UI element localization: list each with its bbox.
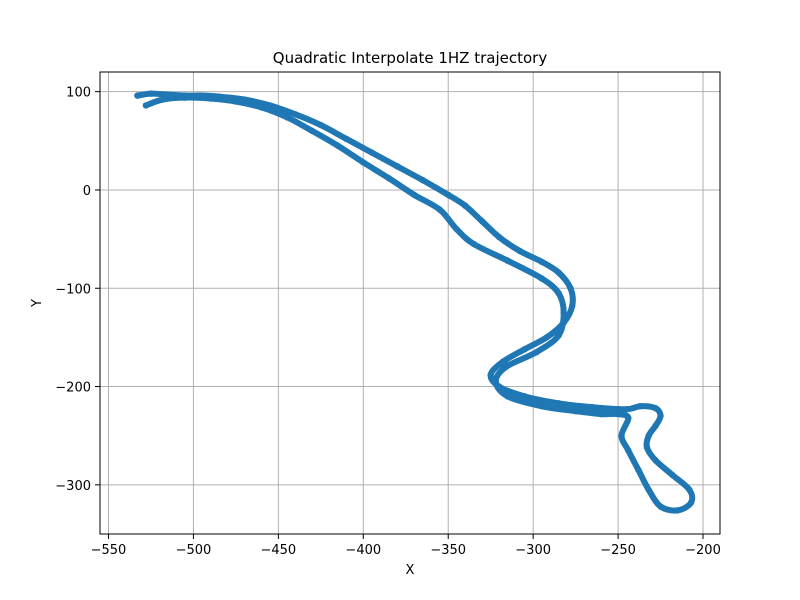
trajectory-point xyxy=(164,91,172,98)
trajectory-point xyxy=(142,102,150,109)
trajectory-point xyxy=(181,94,189,101)
trajectory-point xyxy=(207,95,214,102)
trajectory-point xyxy=(538,275,545,282)
x-tick-label: −450 xyxy=(260,543,296,558)
trajectory-point xyxy=(495,233,503,241)
x-tick-label: −200 xyxy=(685,543,721,558)
trajectory-point xyxy=(636,403,644,410)
trajectory-point xyxy=(643,444,651,451)
trajectory-point xyxy=(495,383,503,390)
trajectory-point xyxy=(283,114,291,121)
trajectory-point xyxy=(645,486,652,493)
x-tick-label: −400 xyxy=(345,543,381,558)
trajectory-point xyxy=(504,257,511,264)
axis-ticks: −550 −500 −450 −400 −350 −300 −250 −200 −300 −200… xyxy=(55,86,721,558)
trajectory-point xyxy=(394,163,401,170)
trajectory-point xyxy=(652,422,659,430)
trajectory-point xyxy=(502,363,510,371)
trajectory-point xyxy=(618,432,625,439)
trajectory-point xyxy=(538,258,545,265)
trajectory-point xyxy=(368,149,375,156)
trajectory-point xyxy=(533,348,540,356)
trajectory-point xyxy=(478,218,486,225)
trajectory-point xyxy=(159,96,167,103)
trajectory-point xyxy=(499,358,506,366)
trajectory-point xyxy=(504,393,511,400)
trajectory-point xyxy=(436,206,443,213)
trajectory-point xyxy=(625,414,632,422)
trajectory-point xyxy=(555,289,562,297)
y-axis-label: Y xyxy=(30,299,45,308)
trajectory-point xyxy=(241,96,248,103)
trajectory-point xyxy=(555,332,562,339)
x-tick-label: −250 xyxy=(600,543,636,558)
x-tick-label: −500 xyxy=(176,543,212,558)
y-tick-label: −300 xyxy=(55,479,91,494)
grid xyxy=(100,72,720,534)
trajectory-point xyxy=(292,111,299,118)
plot-frame xyxy=(99,71,721,535)
trajectory-point xyxy=(147,90,155,97)
trajectory-point xyxy=(555,400,562,407)
trajectory-point xyxy=(614,410,622,418)
trajectory-point xyxy=(538,403,545,410)
trajectory-point xyxy=(343,135,350,143)
trajectory-point xyxy=(258,104,265,111)
trajectory-point xyxy=(625,447,632,454)
chart-title: Quadratic Interpolate 1HZ trajectory xyxy=(273,49,548,67)
trajectory-point xyxy=(334,142,342,149)
trajectory-point xyxy=(360,159,367,166)
trajectory-point xyxy=(623,405,630,413)
trajectory-point xyxy=(589,403,596,411)
trajectory-point xyxy=(385,174,392,182)
trajectory-point xyxy=(516,247,523,255)
trajectory-point xyxy=(657,412,664,420)
trajectory-point xyxy=(687,499,695,506)
trajectory-point xyxy=(686,486,693,493)
trajectory-point xyxy=(317,121,325,129)
trajectory-point xyxy=(657,503,664,510)
x-axis-label: X xyxy=(406,563,415,578)
trajectory-point xyxy=(652,404,659,412)
trajectory-series xyxy=(134,90,696,514)
trajectory-point xyxy=(419,176,426,184)
trajectory-point xyxy=(597,410,605,418)
x-tick-label: −350 xyxy=(430,543,466,558)
trajectory-point xyxy=(411,191,418,199)
trajectory-point xyxy=(569,302,576,310)
trajectory-point xyxy=(232,98,240,105)
trajectory-point xyxy=(543,334,550,341)
trajectory-point xyxy=(487,371,494,378)
trajectory-point xyxy=(560,319,567,326)
trajectory-point xyxy=(215,93,223,100)
trajectory-point xyxy=(266,102,274,109)
trajectory-point xyxy=(462,202,469,209)
trajectory-point xyxy=(470,240,477,248)
trajectory-point xyxy=(309,127,316,135)
trajectory-point xyxy=(492,378,499,385)
trajectory-point xyxy=(134,92,141,99)
trajectory-point xyxy=(555,269,562,276)
trajectory-point xyxy=(635,466,642,474)
trajectory-point xyxy=(521,346,528,353)
trajectory-point xyxy=(198,92,206,99)
trajectory-point xyxy=(572,407,579,415)
trajectory-point xyxy=(445,191,452,199)
y-tick-label: −100 xyxy=(55,282,91,297)
trajectory-point xyxy=(669,471,676,479)
x-tick-label: −300 xyxy=(515,543,551,558)
trajectory-point xyxy=(560,309,567,317)
trajectory-point xyxy=(453,226,460,233)
x-tick-label: −550 xyxy=(91,543,127,558)
y-tick-label: 0 xyxy=(83,184,91,199)
trajectory-point xyxy=(674,507,681,514)
y-tick-label: −200 xyxy=(55,381,91,396)
trajectory-point xyxy=(645,432,652,439)
trajectory-point xyxy=(567,285,574,292)
trajectory-point xyxy=(521,393,528,400)
y-tick-label: 100 xyxy=(66,86,91,101)
trajectory-point xyxy=(652,457,659,464)
